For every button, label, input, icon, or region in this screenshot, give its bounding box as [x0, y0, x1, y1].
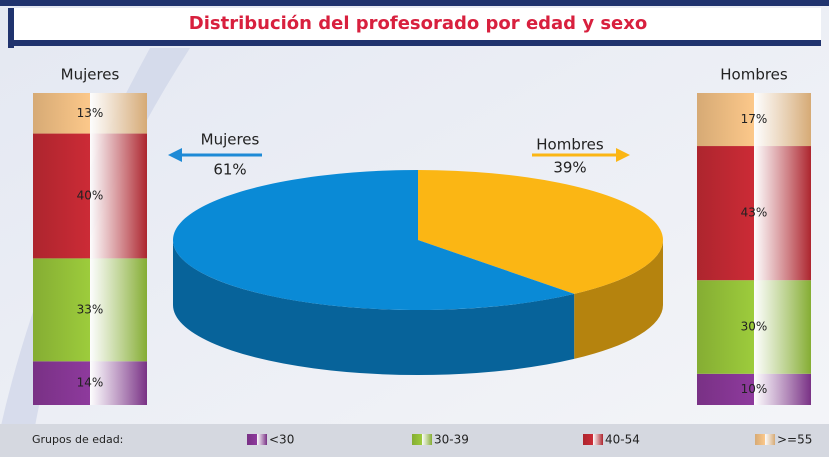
bar-segment: [33, 258, 147, 362]
bar-segment: [33, 361, 147, 405]
title-accent: [8, 8, 14, 48]
bar-value-label: 33%: [77, 302, 104, 316]
bar-segment: [33, 93, 147, 134]
legend-label: 40-54: [605, 433, 640, 447]
pie-label: Mujeres: [201, 131, 260, 149]
pie-side: [172, 240, 575, 375]
legend-label: >=55: [777, 433, 812, 447]
bar-segment: [697, 146, 811, 281]
arrow-right-head: [616, 148, 630, 162]
legend-label: <30: [269, 433, 294, 447]
bar-value-label: 30%: [741, 320, 768, 334]
bar-value-label: 40%: [77, 188, 104, 202]
legend-swatch: [412, 434, 432, 445]
bar-value-label: 43%: [741, 206, 768, 220]
bar-value-label: 10%: [741, 382, 768, 396]
pie-slice: [418, 170, 663, 294]
pie-side: [574, 240, 663, 359]
bar-value-label: 14%: [77, 376, 104, 390]
pie-value-label: 61%: [213, 161, 246, 179]
pie-value-label: 39%: [553, 159, 586, 177]
bar-value-label: 17%: [741, 112, 768, 126]
title-box: [8, 8, 821, 40]
legend-label: 30-39: [434, 433, 469, 447]
legend-swatch: [755, 434, 775, 445]
bar-title: Hombres: [720, 66, 788, 84]
chart-title: Distribución del profesorado por edad y …: [189, 13, 647, 34]
pie-label: Hombres: [536, 136, 604, 154]
bar-title: Mujeres: [61, 66, 120, 84]
bar-segment: [697, 280, 811, 374]
arrow-left-head: [168, 148, 182, 162]
legend-title: Grupos de edad:: [32, 433, 123, 446]
pie-slice: [172, 170, 575, 310]
bar-segment: [697, 373, 811, 405]
legend-swatch: [247, 434, 267, 445]
legend-swatch: [583, 434, 603, 445]
title-underline: [14, 40, 821, 46]
bar-value-label: 13%: [77, 106, 104, 120]
bar-segment: [697, 93, 811, 147]
top-rule: [0, 0, 829, 6]
bar-segment: [33, 133, 147, 259]
